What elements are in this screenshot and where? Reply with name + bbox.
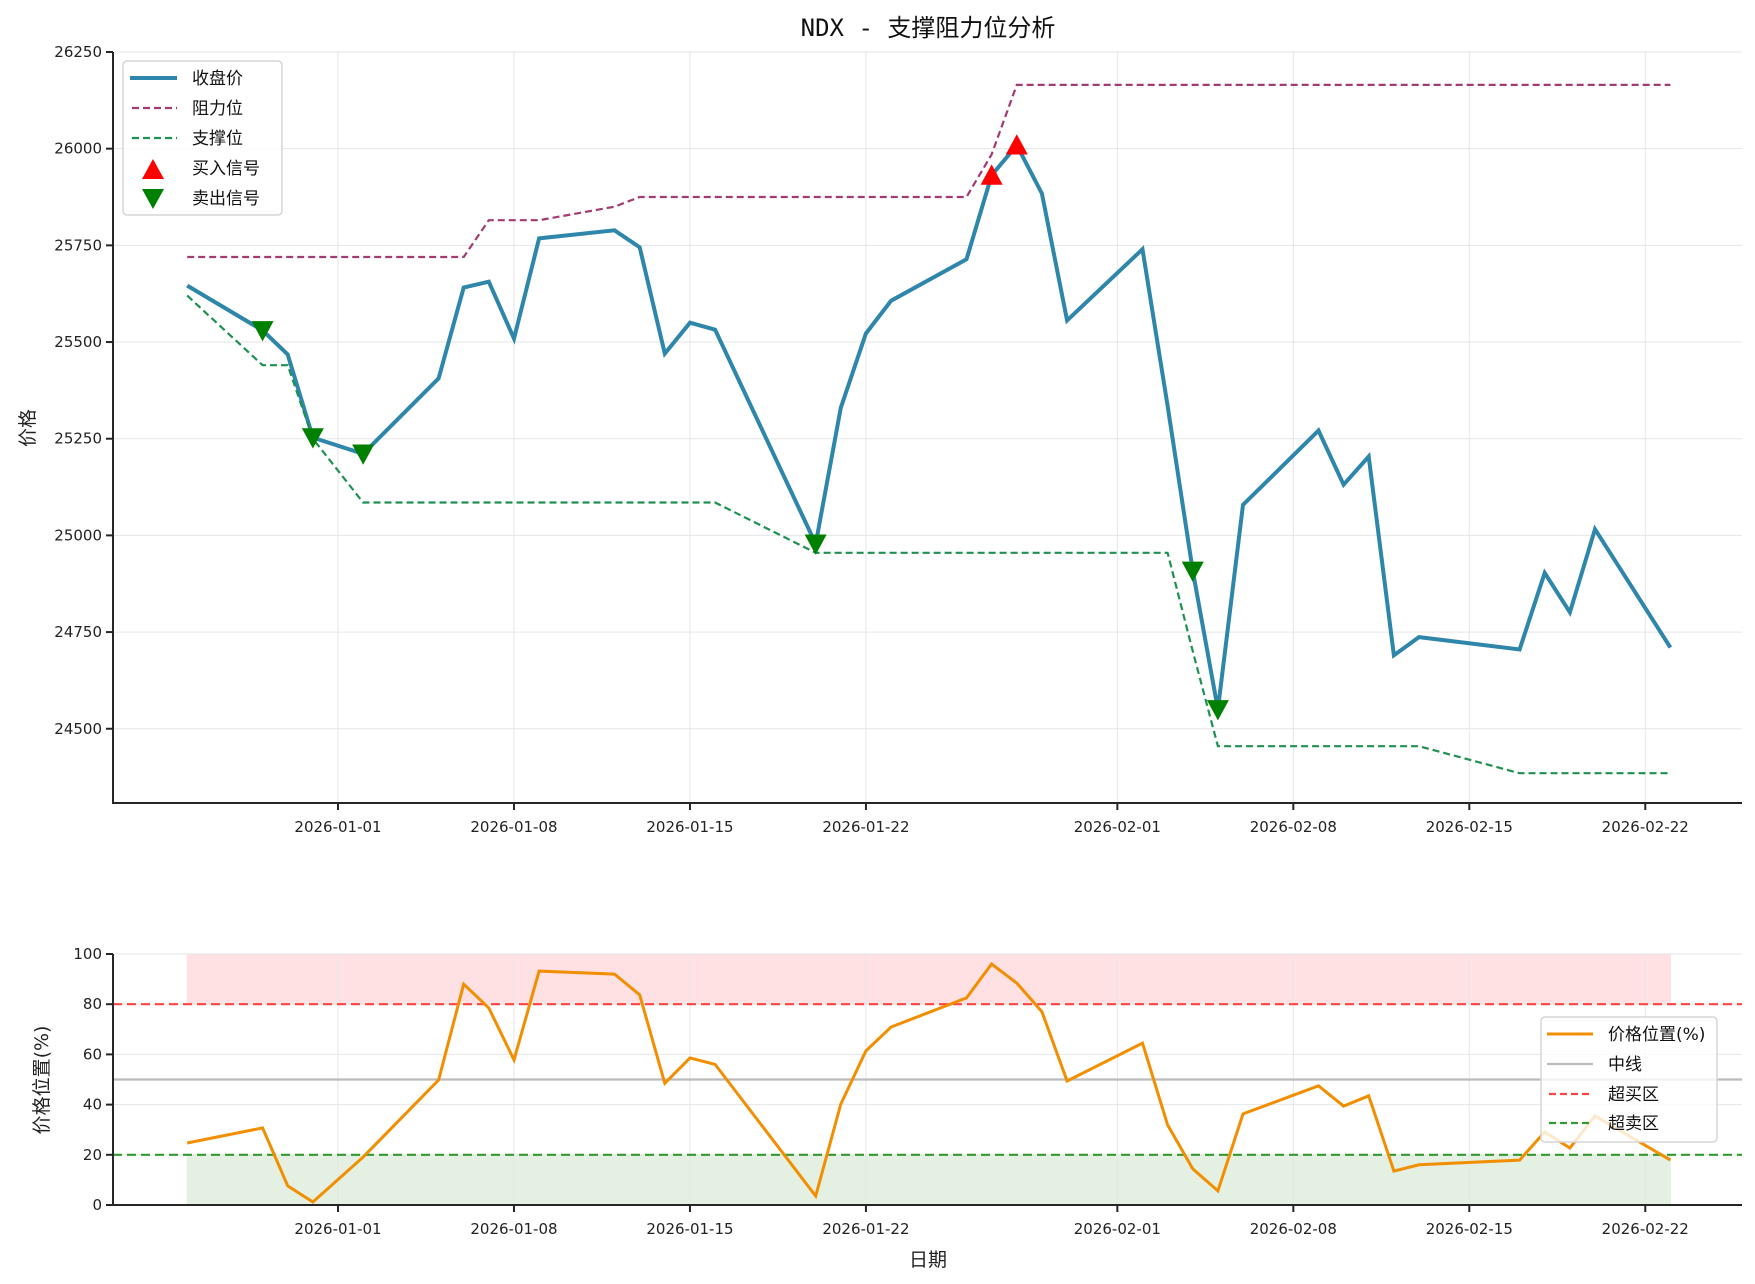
price-panel: 2026-01-01 2026-01-08 2026-01-15 2026-01-22…: [17, 43, 1742, 836]
sell-signal-icon: [1181, 561, 1204, 582]
y-tick-label: 0: [92, 1196, 102, 1214]
position-legend: 价格位置(%) 中线 超买区 超卖区: [1540, 1016, 1718, 1143]
x-tick-label: 2026-02-08: [1250, 818, 1337, 836]
y-tick-label: 25750: [54, 236, 102, 254]
sell-signal-icon: [804, 534, 827, 555]
x-tick-label: 2026-01-01: [294, 818, 381, 836]
legend-close-label: 收盘价: [192, 69, 243, 89]
legend-sell-label: 卖出信号: [192, 189, 260, 209]
legend-support-label: 支撑位: [192, 129, 243, 149]
sell-signal-icon: [142, 189, 164, 209]
sell-signal-icon: [301, 428, 324, 449]
axis-spines: [112, 954, 1742, 1206]
position-series: [186, 961, 1672, 1204]
x-tick-label: 2026-02-08: [1250, 1220, 1337, 1238]
x-tick-label: 2026-02-22: [1602, 1220, 1689, 1238]
x-axis-label: 日期: [909, 1249, 947, 1271]
x-tick-label: 2026-01-22: [822, 1220, 909, 1238]
legend-position-label: 价格位置(%): [1608, 1025, 1705, 1045]
x-tick-label: 2026-02-01: [1074, 1220, 1161, 1238]
legend-frame: [122, 60, 283, 216]
legend-buy-label: 买入信号: [192, 159, 260, 179]
position-panel: 2026-01-01 2026-01-08 2026-01-15 2026-01-22…: [31, 945, 1742, 1271]
y-tick-label: 80: [83, 995, 102, 1013]
series-line: [186, 961, 1672, 1204]
reference-lines: [113, 1003, 1742, 1156]
legend-resistance-label: 阻力位: [192, 99, 243, 119]
y-tick-label: 26250: [54, 43, 102, 61]
series-line: [186, 294, 1671, 775]
y-tick-label: 20: [83, 1146, 102, 1164]
x-tick-label: 2026-02-01: [1074, 818, 1161, 836]
x-tick-label: 2026-02-15: [1426, 1220, 1513, 1238]
position-y-label: 价格位置(%): [31, 1026, 53, 1135]
zone-band: [186, 953, 1671, 1005]
sell-signal-icon: [1206, 700, 1229, 721]
x-tick-label: 2026-02-22: [1602, 818, 1689, 836]
buy-signal-icon: [980, 164, 1003, 185]
y-tick-label: 40: [83, 1096, 102, 1114]
y-tick-label: 25500: [54, 333, 102, 351]
series-line: [186, 141, 1673, 710]
signal-markers: [251, 134, 1229, 721]
buy-signal-icon: [1005, 134, 1028, 155]
y-tick-label: 60: [83, 1045, 102, 1063]
x-tick-label: 2026-01-15: [646, 1220, 733, 1238]
position-axes: 2026-01-01 2026-01-08 2026-01-15 2026-01-22…: [73, 945, 1742, 1238]
y-tick-label: 24500: [54, 720, 102, 738]
sell-signal-icon: [352, 444, 375, 465]
legend-overbought-label: 超买区: [1608, 1085, 1659, 1105]
price-grid: [113, 51, 1742, 803]
price-series: [186, 83, 1673, 775]
x-tick-label: 2026-01-08: [470, 1220, 557, 1238]
x-tick-label: 2026-01-22: [822, 818, 909, 836]
x-tick-label: 2026-01-01: [294, 1220, 381, 1238]
legend-midline-label: 中线: [1608, 1055, 1642, 1075]
y-tick-label: 24750: [54, 623, 102, 641]
sell-signal-icon: [251, 321, 274, 342]
price-y-label: 价格: [17, 409, 39, 447]
axis-spines: [112, 52, 1742, 804]
legend-frame: [1540, 1016, 1718, 1143]
x-tick-label: 2026-01-15: [646, 818, 733, 836]
y-tick-label: 25000: [54, 526, 102, 544]
y-tick-label: 25250: [54, 430, 102, 448]
x-tick-label: 2026-02-15: [1426, 818, 1513, 836]
y-tick-label: 26000: [54, 140, 102, 158]
y-tick-label: 100: [73, 945, 102, 963]
series-line: [187, 83, 1671, 259]
buy-signal-icon: [142, 159, 164, 179]
price-legend: 收盘价 阻力位 支撑位 买入信号 卖出信号: [122, 60, 283, 216]
x-tick-label: 2026-01-08: [470, 818, 557, 836]
price-axes: 2026-01-01 2026-01-08 2026-01-15 2026-01-22…: [54, 43, 1742, 836]
chart-title: NDX - 支撑阻力位分析: [801, 14, 1056, 42]
legend-oversold-label: 超卖区: [1608, 1114, 1659, 1134]
